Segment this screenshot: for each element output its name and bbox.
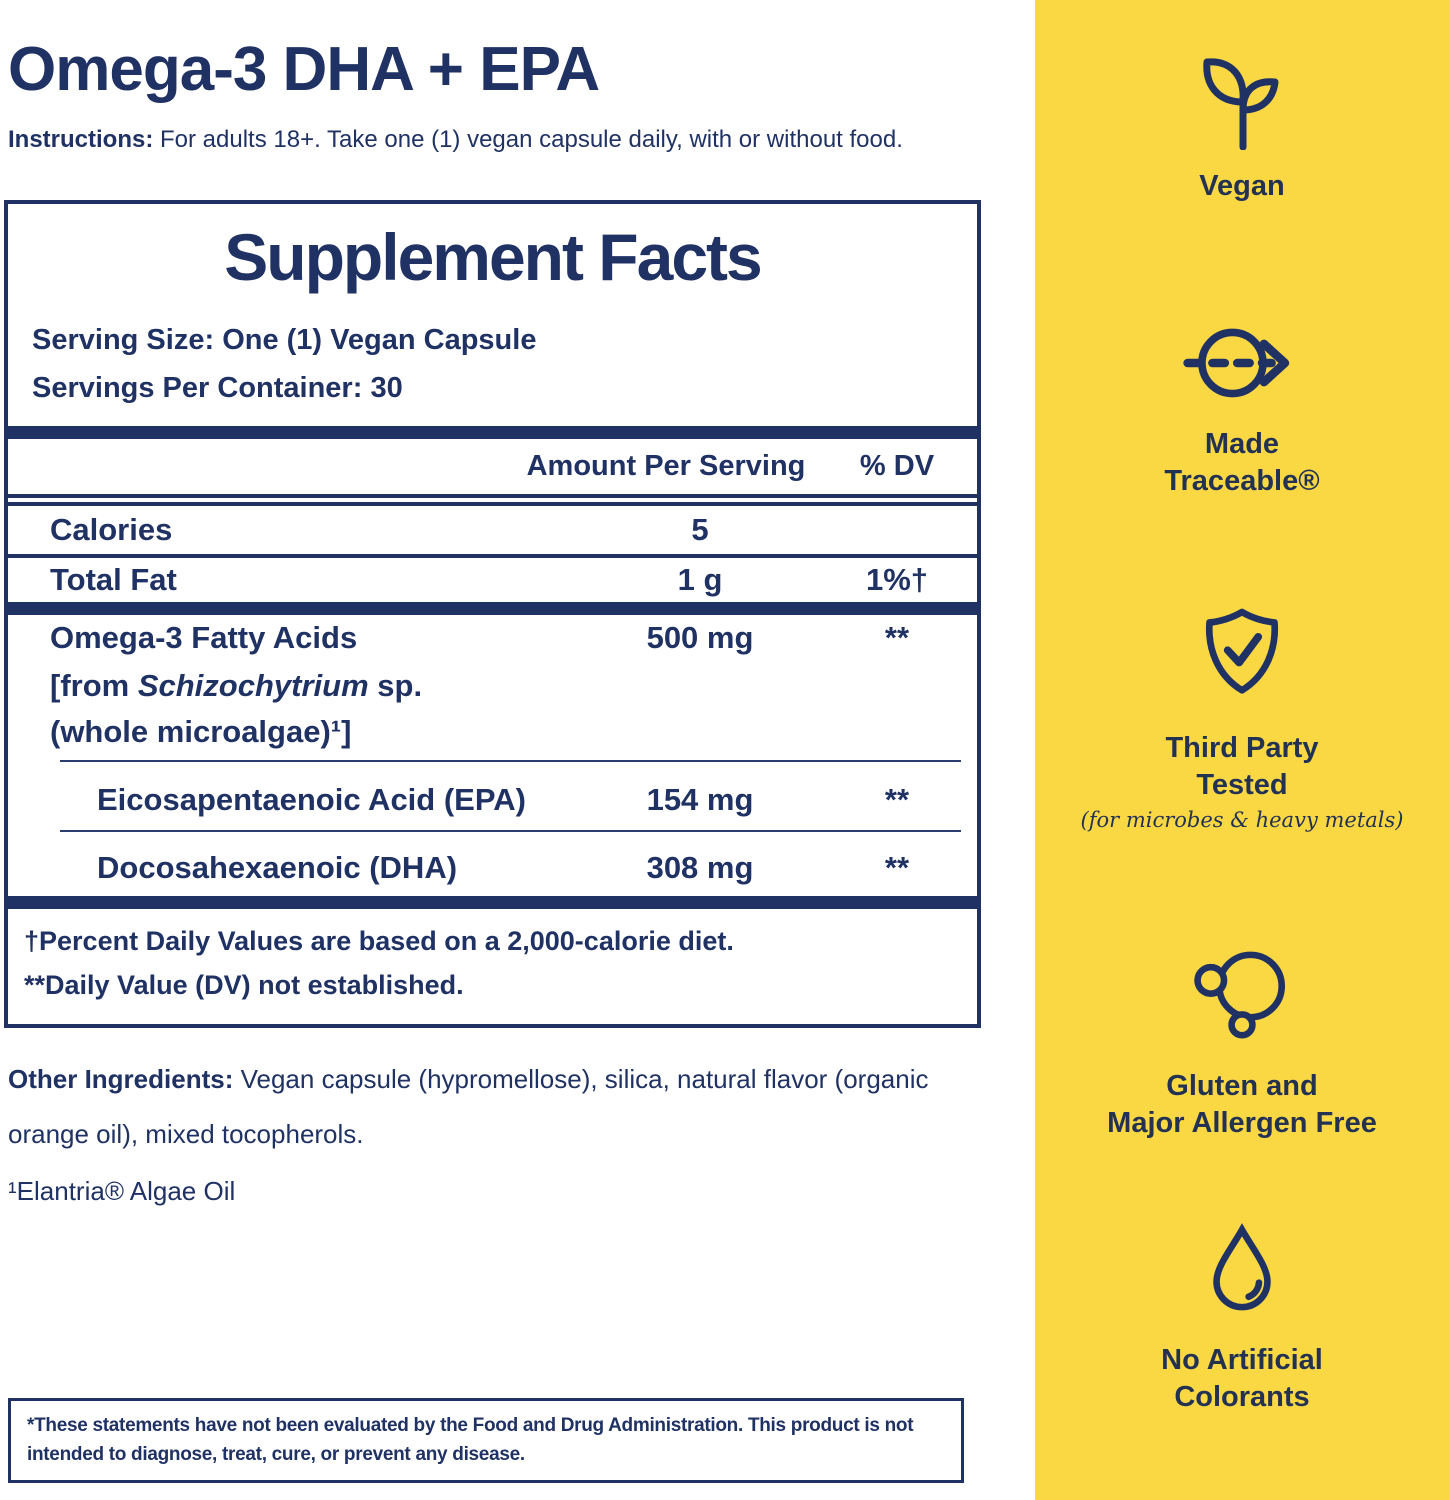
badge-made-traceable: Made Traceable® <box>1035 318 1449 500</box>
serving-size-value: One (1) Vegan Capsule <box>222 324 537 356</box>
row-omega3-source-line1: [from Schizochytrium sp. <box>50 668 422 704</box>
badge-vegan-label: Vegan <box>1199 170 1285 202</box>
row-omega3-dv: ** <box>884 620 910 655</box>
omega3-source-prefix: [from <box>50 668 138 703</box>
column-header-amount: Amount Per Serving <box>526 450 806 482</box>
table-divider-thin <box>8 554 977 558</box>
row-dha-dv: ** <box>884 850 910 885</box>
fda-disclaimer: *These statements have not been evaluate… <box>8 1398 964 1483</box>
row-epa-amount: 154 mg <box>646 782 754 817</box>
badge-third-party-tested-sublabel: (for microbes & heavy metals) <box>1080 808 1404 833</box>
other-ingredients-label: Other Ingredients: <box>8 1064 234 1094</box>
row-epa-label: Eicosapentaenoic Acid (EPA) <box>97 782 526 817</box>
row-calories-amount: 5 <box>691 512 709 547</box>
facts-title: Supplement Facts <box>224 220 762 294</box>
row-dha-label: Docosahexaenoic (DHA) <box>97 850 458 885</box>
servings-per-container-value: 30 <box>370 372 403 404</box>
footnote-dv-not-established: **Daily Value (DV) not established. <box>24 970 464 1000</box>
table-divider-thick <box>8 896 977 909</box>
supplement-facts-panel: Supplement Facts Serving Size: One (1) V… <box>4 200 981 1028</box>
serving-size-line: Serving Size: One (1) Vegan Capsule <box>32 324 536 357</box>
benefits-sidebar: Vegan Made Traceable® Third Party Tested… <box>1035 0 1449 1500</box>
instructions-text: For adults 18+. Take one (1) vegan capsu… <box>160 126 903 153</box>
table-divider-thick <box>8 602 977 615</box>
badge-made-traceable-label: Made Traceable® <box>1164 428 1320 498</box>
badge-no-artificial-colorants-label: No Artificial Colorants <box>1161 1344 1323 1414</box>
row-omega3-label: Omega-3 Fatty Acids <box>50 620 358 655</box>
table-divider-double <box>8 494 977 506</box>
footnote-daily-values: †Percent Daily Values are based on a 2,0… <box>24 926 734 956</box>
badge-vegan: Vegan <box>1035 50 1449 205</box>
other-ingredients-text: Vegan capsule (hypromellose), silica, na… <box>8 1064 929 1149</box>
servings-per-container-label: Servings Per Container: <box>32 372 363 404</box>
table-divider-indented <box>60 830 961 832</box>
shield-check-icon <box>1205 608 1279 694</box>
serving-size-label: Serving Size: <box>32 324 215 356</box>
row-total-fat-amount: 1 g <box>677 562 723 597</box>
instructions: Instructions: For adults 18+. Take one (… <box>8 124 1008 155</box>
instructions-label: Instructions: <box>8 126 154 153</box>
row-total-fat-label: Total Fat <box>50 562 177 597</box>
badge-allergen-free: Gluten and Major Allergen Free <box>1035 946 1449 1142</box>
other-ingredients: Other Ingredients: Vegan capsule (hyprom… <box>8 1052 953 1161</box>
row-omega3-amount: 500 mg <box>646 620 754 655</box>
table-divider-indented <box>60 760 961 762</box>
algae-oil-source-note: ¹Elantria® Algae Oil <box>8 1176 236 1206</box>
row-calories-label: Calories <box>50 512 173 547</box>
column-header-dv: % DV <box>859 450 935 482</box>
allergen-molecule-icon <box>1194 951 1286 1039</box>
page-title: Omega-3 DHA + EPA <box>8 35 600 104</box>
table-divider-thick <box>8 426 977 439</box>
servings-per-container-line: Servings Per Container: 30 <box>32 372 403 405</box>
badge-allergen-free-label: Gluten and Major Allergen Free <box>1107 1070 1377 1140</box>
row-total-fat-dv: 1%† <box>865 562 929 597</box>
sprout-icon <box>1203 58 1279 150</box>
badge-no-artificial-colorants: No Artificial Colorants <box>1035 1222 1449 1416</box>
row-epa-dv: ** <box>884 782 910 817</box>
droplet-icon <box>1213 1223 1271 1311</box>
traceable-arrow-icon <box>1183 328 1290 398</box>
omega3-source-suffix: sp. <box>368 668 423 703</box>
omega3-source-species: Schizochytrium <box>137 668 369 703</box>
row-dha-amount: 308 mg <box>646 850 754 885</box>
row-omega3-source-line2: (whole microalgae)¹] <box>50 714 352 749</box>
badge-third-party-tested: Third Party Tested (for microbes & heavy… <box>1035 606 1449 832</box>
badge-third-party-tested-label: Third Party Tested <box>1165 732 1319 802</box>
